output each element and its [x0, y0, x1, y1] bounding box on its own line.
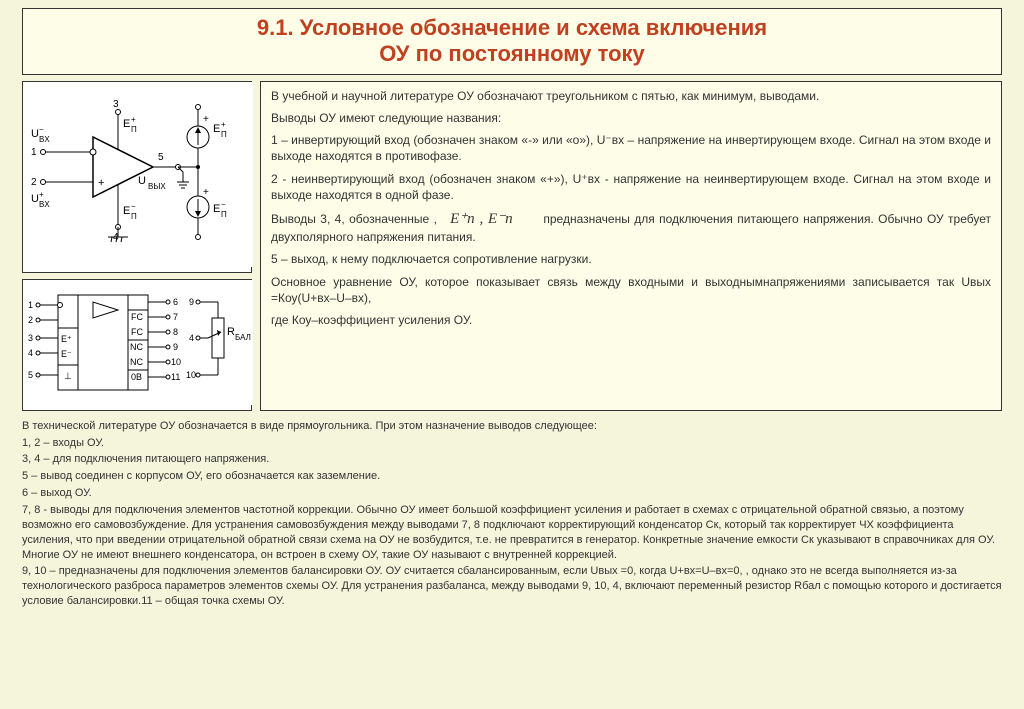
title-line-1: 9.1. Условное обозначение и схема включе… — [257, 15, 767, 40]
body-p3: 1 – инвертирующий вход (обозначен знаком… — [271, 132, 991, 164]
body-p2: Выводы ОУ имеют следующие названия: — [271, 110, 991, 126]
svg-text:0B: 0B — [131, 372, 142, 382]
svg-text:U: U — [31, 128, 39, 140]
lower-l5: 6 – выход ОУ. — [22, 486, 1002, 501]
svg-text:БАЛ: БАЛ — [235, 333, 251, 342]
body-p6: 5 – выход, к нему подключается сопротивл… — [271, 251, 991, 267]
svg-text:NC: NC — [130, 342, 143, 352]
svg-text:E⁻: E⁻ — [61, 349, 72, 359]
svg-text:7: 7 — [173, 312, 178, 322]
svg-text:1: 1 — [31, 147, 37, 158]
diagram-opamp-rectangle: 1 2 3 E⁺ 4 E⁻ 5 ⊥ 6 7 FC 8 FC 9 NC 10 NC 11 0B — [22, 279, 252, 411]
lower-l4: 5 – вывод соединен с корпусом ОУ, его об… — [22, 469, 1002, 484]
svg-text:2: 2 — [31, 177, 37, 188]
svg-text:9: 9 — [173, 342, 178, 352]
svg-text:4: 4 — [28, 348, 33, 358]
lower-l2: 1, 2 – входы ОУ. — [22, 436, 1002, 451]
svg-text:R: R — [227, 326, 235, 338]
svg-text:+: + — [221, 120, 226, 129]
svg-text:U: U — [31, 193, 39, 205]
opamp-rect-svg: 1 2 3 E⁺ 4 E⁻ 5 ⊥ 6 7 FC 8 FC 9 NC 10 NC 11 0B — [23, 280, 253, 405]
body-p1: В учебной и научной литературе ОУ обозна… — [271, 88, 991, 104]
svg-text:BX: BX — [39, 200, 50, 209]
svg-text:+: + — [203, 114, 209, 125]
svg-text:11: 11 — [171, 372, 180, 382]
svg-text:NC: NC — [130, 357, 143, 367]
body-p5: Выводы 3, 4, обозначенные , E⁺ᴨ , E⁻ᴨ пр… — [271, 209, 991, 245]
opamp-triangle-svg: 1 U−BX 2 + U+BX 3 E+П 4 E−П — [23, 82, 253, 267]
svg-text:+: + — [131, 115, 136, 124]
lower-l7: 9, 10 – предназначены для подключения эл… — [22, 564, 1002, 609]
svg-text:−: − — [221, 200, 226, 209]
svg-text:10: 10 — [186, 370, 196, 380]
lower-l6: 7, 8 - выводы для подключения элементов … — [22, 503, 1002, 562]
svg-text:E: E — [123, 205, 130, 217]
svg-text:−: − — [131, 202, 136, 211]
svg-text:9: 9 — [189, 297, 194, 307]
svg-text:⊥: ⊥ — [64, 371, 72, 381]
svg-text:П: П — [131, 125, 137, 134]
svg-text:П: П — [131, 212, 137, 221]
title-line-2: ОУ по постоянному току — [379, 41, 645, 66]
diagram-opamp-triangle: 1 U−BX 2 + U+BX 3 E+П 4 E−П — [22, 81, 252, 273]
svg-text:3: 3 — [28, 333, 33, 343]
svg-text:3: 3 — [113, 99, 119, 110]
svg-text:+: + — [39, 190, 44, 199]
svg-text:E: E — [213, 123, 220, 135]
svg-text:E: E — [213, 203, 220, 215]
svg-text:FC: FC — [131, 327, 143, 337]
lower-l3: 3, 4 – для подключения питающего напряже… — [22, 452, 1002, 467]
svg-text:+: + — [98, 177, 104, 189]
body-p4: 2 - неинвертирующий вход (обозначен знак… — [271, 171, 991, 203]
svg-text:10: 10 — [171, 357, 181, 367]
diagrams-column: 1 U−BX 2 + U+BX 3 E+П 4 E−П — [22, 81, 252, 411]
page-title: 9.1. Условное обозначение и схема включе… — [35, 15, 989, 68]
body-text-box: В учебной и научной литературе ОУ обозна… — [260, 81, 1002, 411]
svg-text:П: П — [221, 130, 227, 139]
svg-text:ВЫХ: ВЫХ — [148, 182, 166, 191]
svg-text:−: − — [39, 125, 44, 134]
svg-text:5: 5 — [28, 370, 33, 380]
svg-text:BX: BX — [39, 135, 50, 144]
body-p5a: Выводы 3, 4, обозначенные , — [271, 212, 437, 226]
body-p7: Основное уравнение ОУ, которое показывае… — [271, 274, 991, 306]
svg-text:1: 1 — [28, 300, 33, 310]
title-box: 9.1. Условное обозначение и схема включе… — [22, 8, 1002, 75]
svg-text:6: 6 — [173, 297, 178, 307]
formula-ep: E⁺ᴨ , E⁻ᴨ — [450, 211, 513, 227]
svg-text:4: 4 — [189, 333, 194, 343]
svg-text:E⁺: E⁺ — [61, 334, 72, 344]
svg-text:8: 8 — [173, 327, 178, 337]
svg-text:2: 2 — [28, 315, 33, 325]
svg-text:П: П — [221, 210, 227, 219]
svg-text:U: U — [138, 175, 146, 187]
svg-text:FC: FC — [131, 312, 143, 322]
svg-text:+: + — [203, 187, 209, 198]
body-p8: где Коу–коэффициент усиления ОУ. — [271, 312, 991, 328]
svg-text:E: E — [123, 118, 130, 130]
svg-text:5: 5 — [158, 152, 164, 163]
content-row: 1 U−BX 2 + U+BX 3 E+П 4 E−П — [22, 81, 1002, 411]
document-page: 9.1. Условное обозначение и схема включе… — [0, 0, 1024, 709]
lower-l1: В технической литературе ОУ обозначается… — [22, 419, 1002, 434]
lower-text-block: В технической литературе ОУ обозначается… — [22, 419, 1002, 609]
